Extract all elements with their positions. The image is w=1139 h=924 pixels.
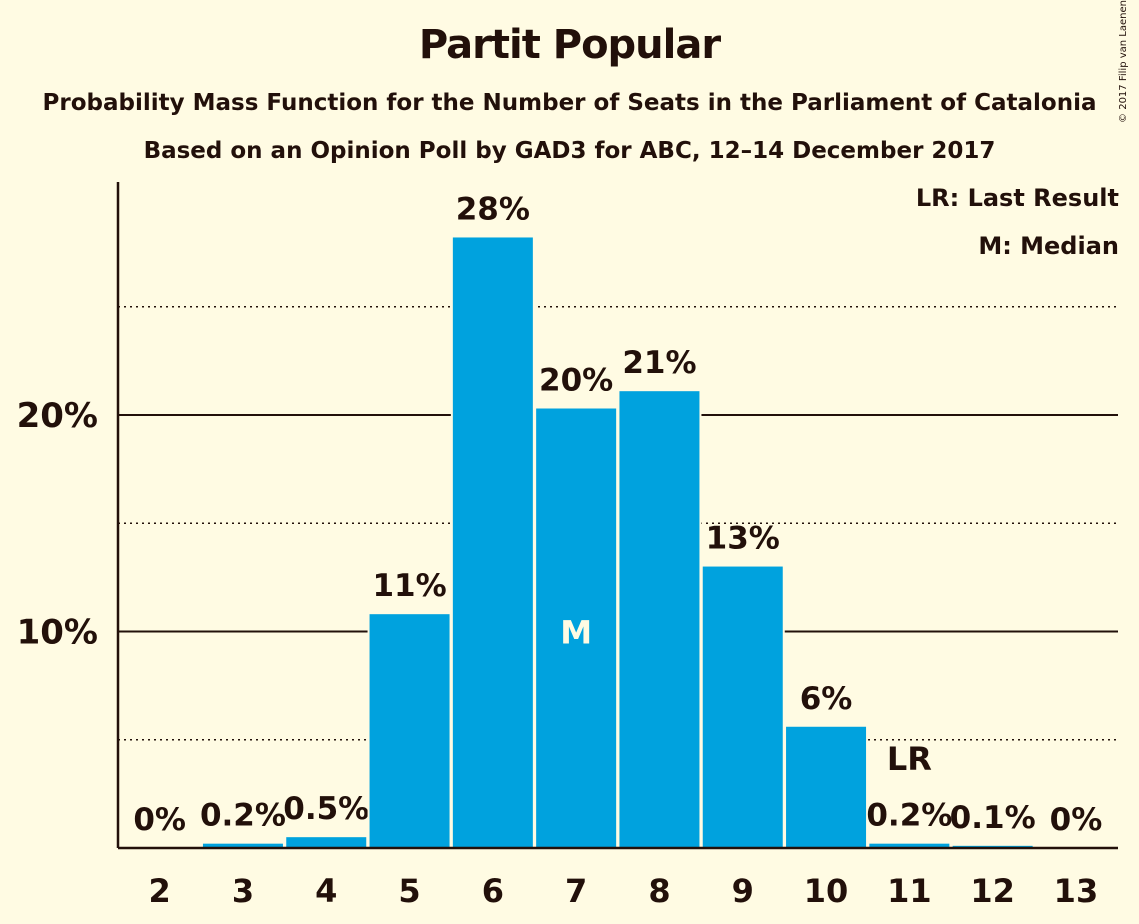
bar <box>286 837 367 848</box>
bar <box>202 843 283 848</box>
y-tick-label: 10% <box>17 613 98 653</box>
bar <box>869 843 950 848</box>
data-label: 0% <box>133 802 186 838</box>
data-label: 0.2% <box>200 798 286 834</box>
bar <box>536 408 617 848</box>
data-label: 20% <box>539 363 613 399</box>
bar <box>702 566 783 848</box>
x-tick-label: 3 <box>232 872 254 910</box>
data-label: 0.2% <box>866 798 952 834</box>
legend-last-result: LR: Last Result <box>915 184 1119 212</box>
bar <box>369 614 450 848</box>
x-tick-label: 7 <box>565 872 587 910</box>
data-label: 0.1% <box>950 800 1036 836</box>
bar <box>619 391 700 848</box>
data-label: 28% <box>456 191 530 227</box>
x-tick-label: 10 <box>804 872 849 910</box>
data-label: 0% <box>1050 802 1103 838</box>
x-tick-label: 2 <box>149 872 171 910</box>
x-tick-label: 9 <box>732 872 754 910</box>
x-tick-label: 4 <box>315 872 337 910</box>
bar <box>452 237 533 849</box>
data-label: 11% <box>372 568 446 604</box>
chart-subtitle: Probability Mass Function for the Number… <box>42 90 1097 116</box>
x-tick-label: 8 <box>648 872 670 910</box>
median-marker: M <box>560 614 592 652</box>
x-tick-label: 13 <box>1054 872 1099 910</box>
data-label: 0.5% <box>283 791 369 827</box>
chart-source: Based on an Opinion Poll by GAD3 for ABC… <box>143 138 996 164</box>
data-label: 6% <box>800 681 853 717</box>
data-label: 21% <box>622 345 696 381</box>
data-label: 13% <box>706 521 780 557</box>
x-tick-label: 11 <box>887 872 932 910</box>
legend-median: M: Median <box>978 232 1119 260</box>
chart-title: Partit Popular <box>418 22 721 68</box>
x-tick-label: 6 <box>482 872 504 910</box>
y-tick-label: 20% <box>17 396 98 436</box>
last-result-marker: LR <box>887 740 932 778</box>
bar <box>786 726 867 848</box>
x-tick-label: 12 <box>970 872 1015 910</box>
x-tick-label: 5 <box>398 872 420 910</box>
